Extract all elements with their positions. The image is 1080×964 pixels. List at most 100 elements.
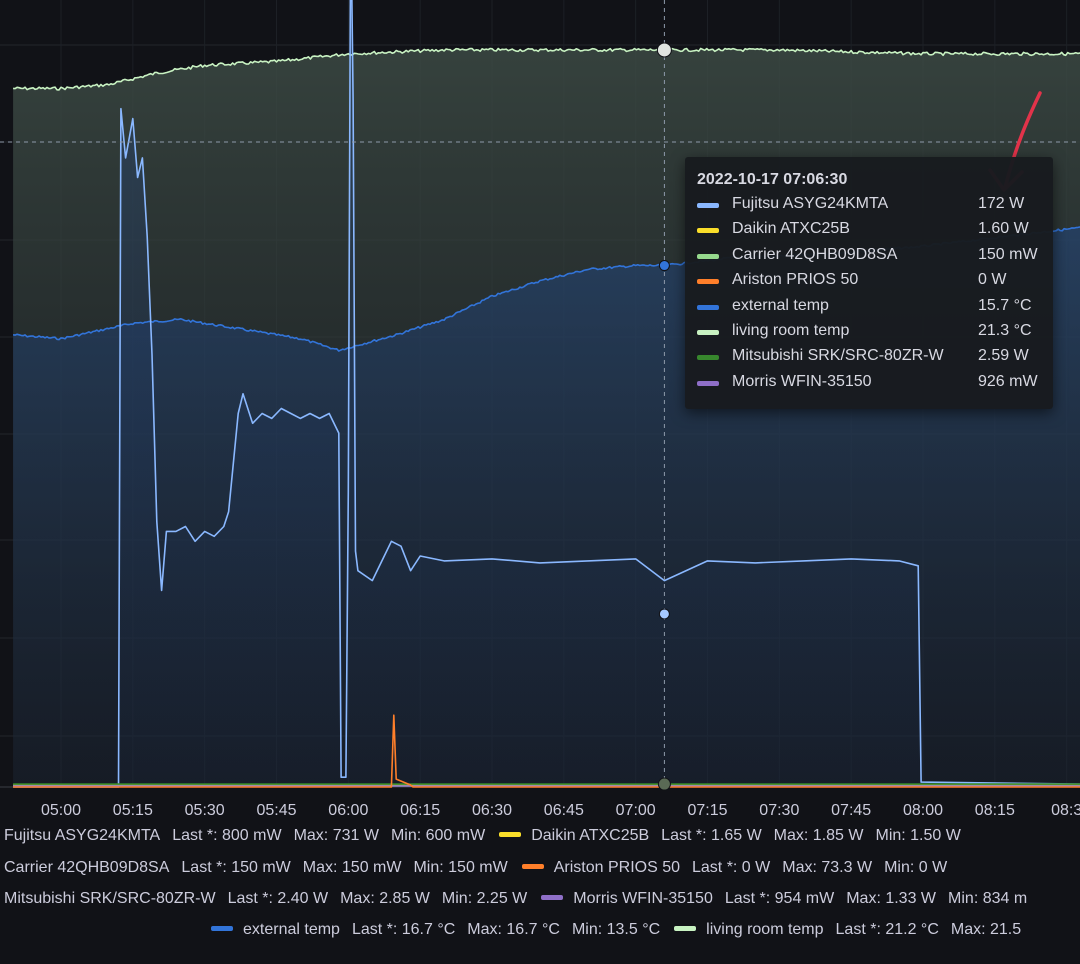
- tooltip-row: Daikin ATXC25B 1.60 W: [697, 218, 1041, 243]
- legend-item[interactable]: living room temp Last *: 21.2 °C Max: 21.5: [674, 921, 1021, 939]
- x-tick-label: 06:45: [544, 802, 584, 819]
- legend-item[interactable]: Fujitsu ASYG24KMTA Last *: 800 mW Max: 731…: [4, 827, 485, 845]
- cursor-point: [658, 260, 670, 272]
- tooltip-series-value: 1.60 W: [978, 220, 1029, 238]
- x-tick-label: 05:45: [256, 802, 296, 819]
- legend-item[interactable]: Morris WFIN-35150 Last *: 954 mW Max: 1.33…: [541, 890, 1027, 908]
- legend-item[interactable]: Carrier 42QHB09D8SA Last *: 150 mW Max: 15…: [4, 859, 508, 877]
- tooltip-series-name: living room temp: [732, 321, 850, 339]
- legend-last: Last *: 2.40 W: [227, 890, 329, 907]
- series-lines: [12, 0, 1080, 788]
- legend-max: Max: 1.33 W: [846, 890, 937, 907]
- legend-series-name: external temp: [243, 921, 340, 938]
- series-swatch: [697, 380, 719, 386]
- series-swatch: [674, 925, 697, 931]
- tooltip-series-value: 15.7 °C: [978, 296, 1032, 314]
- x-tick-label: 08:00: [903, 802, 943, 819]
- x-axis-ticks: 05:00 05:15 05:30 05:45 06:00 06:15 06:30 06:45…: [41, 802, 1080, 819]
- x-tick-label: 05:15: [113, 802, 153, 819]
- series-line-fujitsu-asyg24kmta: [13, 0, 1080, 788]
- legend-row: Fujitsu ASYG24KMTA Last *: 800 mW Max: 731…: [0, 827, 1080, 851]
- series-swatch: [697, 329, 719, 335]
- series-swatch: [697, 279, 719, 285]
- tooltip-series-name: Ariston PRIOS 50: [732, 271, 859, 289]
- legend-series-name: Ariston PRIOS 50: [553, 859, 680, 876]
- series-line-ariston-prios-50: [13, 714, 1080, 788]
- tooltip: 2022-10-17 07:06:30 Fujitsu ASYG24KMTA 17…: [685, 157, 1053, 409]
- legend-min: Min: 600 mW: [390, 827, 486, 844]
- series-fill-fujitsu-asyg24kmta: [13, 0, 1080, 787]
- tooltip-series-name: Mitsubishi SRK/SRC-80ZR-W: [732, 347, 944, 365]
- legend-min: Min: 13.5 °C: [571, 921, 661, 938]
- tooltip-row: Ariston PRIOS 50 0 W: [697, 269, 1041, 294]
- legend-max: Max: 2.85 W: [340, 890, 430, 907]
- tooltip-row: external temp 15.7 °C: [697, 295, 1041, 320]
- x-tick-label: 07:30: [759, 802, 799, 819]
- legend-min: Min: 834 m: [948, 890, 1028, 907]
- series-swatch: [697, 253, 719, 259]
- legend-last: Last *: 16.7 °C: [351, 921, 456, 938]
- tooltip-row: Carrier 42QHB09D8SA 150 mW: [697, 244, 1041, 269]
- legend-item[interactable]: external temp Last *: 16.7 °C Max: 16.7 °C…: [211, 921, 660, 939]
- legend-min: Min: 150 mW: [413, 859, 508, 876]
- series-swatch: [521, 863, 544, 869]
- legend-series-name: Morris WFIN-35150: [573, 890, 713, 907]
- legend-series-name: living room temp: [706, 921, 824, 938]
- legend-row: Carrier 42QHB09D8SA Last *: 150 mW Max: 15…: [0, 859, 1080, 883]
- tooltip-series-name: external temp: [732, 296, 829, 314]
- tooltip-series-name: Morris WFIN-35150: [732, 372, 872, 390]
- tooltip-series-name: Fujitsu ASYG24KMTA: [732, 195, 889, 212]
- legend-max: Max: 16.7 °C: [467, 921, 560, 938]
- legend-last: Last *: 1.65 W: [661, 827, 762, 844]
- legend-last: Last *: 954 mW: [724, 890, 835, 907]
- cursor-point: [657, 777, 671, 791]
- tooltip-row: living room temp 21.3 °C: [697, 320, 1041, 345]
- legend-row: external temp Last *: 16.7 °C Max: 16.7 °C…: [0, 921, 1080, 945]
- crosshair-cursor: [0, 0, 1080, 791]
- series-swatch: [211, 925, 233, 931]
- legend-series-name: Daikin ATXC25B: [531, 827, 650, 844]
- x-tick-label: 06:15: [400, 802, 440, 819]
- tooltip-series-value: 926 mW: [978, 372, 1038, 390]
- tooltip-series-value: 0 W: [978, 271, 1007, 289]
- tooltip-series-value: 21.3 °C: [978, 321, 1032, 339]
- x-tick-label: 06:00: [328, 802, 368, 819]
- legend-row: Mitsubishi SRK/SRC-80ZR-W Last *: 2.40 W M…: [0, 890, 1080, 914]
- tooltip-rows: Fujitsu ASYG24KMTA 172 W Daikin ATXC25B 1.6…: [697, 193, 1041, 396]
- tooltip-series-name: Carrier 42QHB09D8SA: [732, 245, 898, 263]
- legend-min: Min: 1.50 W: [875, 827, 961, 844]
- series-line-living-room-temp: [13, 47, 1080, 91]
- tooltip-series-value: 172 W: [978, 195, 1025, 212]
- x-tick-label: 07:45: [831, 802, 871, 819]
- legend-max: Max: 731 W: [293, 827, 379, 844]
- legend-last: Last *: 800 mW: [172, 827, 282, 844]
- tooltip-series-value: 150 mW: [978, 245, 1038, 263]
- series-swatch: [541, 894, 564, 900]
- legend-item[interactable]: Mitsubishi SRK/SRC-80ZR-W Last *: 2.40 W M…: [4, 890, 527, 908]
- tooltip-series-value: 2.59 W: [978, 347, 1029, 365]
- legend-series-name: Fujitsu ASYG24KMTA: [4, 827, 161, 844]
- series-swatch: [499, 831, 522, 837]
- tooltip-row: Fujitsu ASYG24KMTA 172 W: [697, 193, 1041, 218]
- series-swatch: [697, 203, 719, 208]
- x-tick-label: 08:15: [975, 802, 1015, 819]
- tooltip-series-name: Daikin ATXC25B: [732, 220, 850, 238]
- x-tick-label: 07:00: [616, 802, 656, 819]
- legend-max: Max: 73.3 W: [782, 859, 873, 876]
- series-swatch: [697, 228, 719, 234]
- legend-max: Max: 1.85 W: [773, 827, 864, 844]
- legend-max: Max: 21.5: [950, 921, 1022, 938]
- series-swatch: [697, 304, 719, 310]
- legend-series-name: Carrier 42QHB09D8SA: [4, 859, 170, 876]
- legend-series-name: Mitsubishi SRK/SRC-80ZR-W: [4, 890, 216, 907]
- legend-item[interactable]: Daikin ATXC25B Last *: 1.65 W Max: 1.85 W M…: [499, 827, 961, 845]
- cursor-point: [656, 42, 672, 58]
- series-swatch: [697, 355, 719, 361]
- x-tick-label: 08:3: [1051, 802, 1080, 819]
- x-tick-label: 05:00: [41, 802, 81, 819]
- cursor-point: [658, 608, 670, 620]
- legend-item[interactable]: Ariston PRIOS 50 Last *: 0 W Max: 73.3 W Mi…: [521, 859, 947, 877]
- legend-max: Max: 150 mW: [302, 859, 402, 876]
- tooltip-time: 2022-10-17 07:06:30: [697, 171, 848, 188]
